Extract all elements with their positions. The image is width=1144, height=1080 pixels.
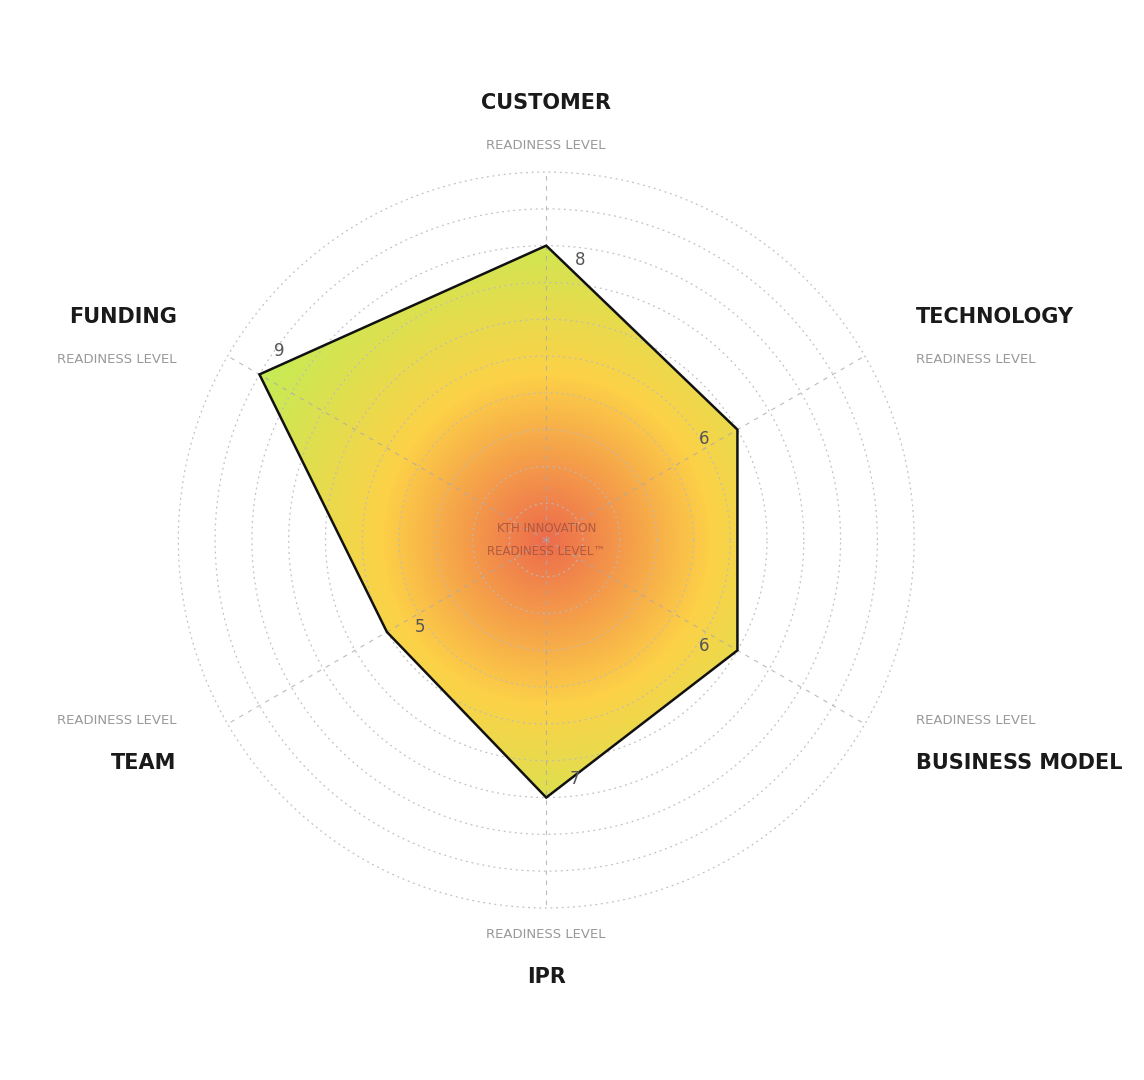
Text: READINESS LEVEL: READINESS LEVEL [916, 715, 1035, 728]
Text: READINESS LEVEL: READINESS LEVEL [57, 352, 176, 365]
Text: TECHNOLOGY: TECHNOLOGY [916, 307, 1074, 326]
Text: 8: 8 [574, 251, 585, 269]
Text: TEAM: TEAM [111, 754, 176, 773]
Text: 6: 6 [699, 637, 709, 654]
Text: 7: 7 [570, 770, 580, 787]
Text: IPR: IPR [526, 967, 565, 987]
Text: READINESS LEVEL: READINESS LEVEL [57, 715, 176, 728]
Text: FUNDING: FUNDING [69, 307, 176, 326]
Text: BUSINESS MODEL: BUSINESS MODEL [916, 754, 1122, 773]
Text: KTH INNOVATION: KTH INNOVATION [496, 522, 596, 535]
Text: READINESS LEVEL™: READINESS LEVEL™ [487, 545, 605, 558]
Text: 9: 9 [273, 342, 284, 360]
Text: CUSTOMER: CUSTOMER [482, 93, 611, 113]
Text: READINESS LEVEL: READINESS LEVEL [486, 139, 606, 152]
Text: READINESS LEVEL: READINESS LEVEL [486, 928, 606, 941]
Text: 6: 6 [699, 430, 709, 448]
Text: READINESS LEVEL: READINESS LEVEL [916, 352, 1035, 365]
Text: 5: 5 [415, 618, 426, 636]
